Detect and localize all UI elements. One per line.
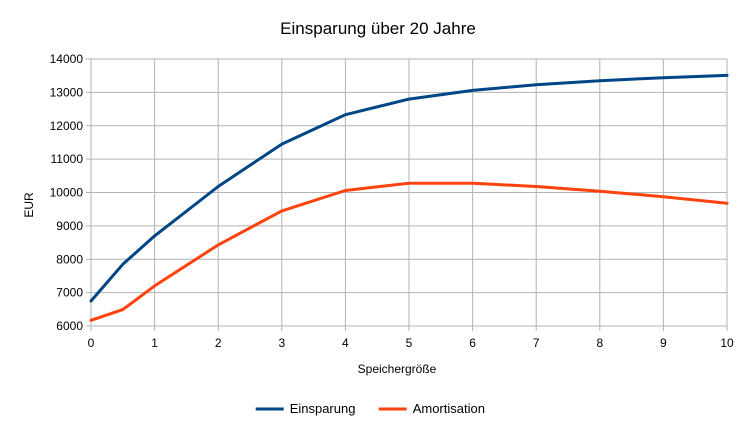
x-axis-ticks: 0 1 2 3 4 5 6 7 8 9 10: [88, 326, 734, 350]
legend: Einsparung Amortisation: [255, 401, 485, 416]
chart-title: Einsparung über 20 Jahre: [280, 19, 476, 38]
x-tick-label: 10: [720, 336, 734, 350]
x-tick-label: 2: [215, 336, 222, 350]
x-tick-label: 1: [151, 336, 158, 350]
y-tick-label: 8000: [56, 252, 83, 266]
y-tick-label: 6000: [56, 319, 83, 333]
series-lines: [89, 73, 729, 322]
legend-item-amortisation: Amortisation: [378, 401, 485, 416]
y-tick-label: 9000: [56, 219, 83, 233]
y-tick-label: 14000: [50, 52, 84, 66]
legend-item-einsparung: Einsparung: [255, 401, 356, 416]
x-tick-label: 7: [533, 336, 540, 350]
y-tick-label: 13000: [50, 85, 84, 99]
x-tick-label: 6: [469, 336, 476, 350]
y-axis-label: EUR: [22, 192, 36, 218]
x-tick-label: 5: [406, 336, 413, 350]
y-tick-label: 10000: [50, 186, 84, 200]
y-axis-ticks: 6000 7000 8000 9000 10000 11000 12000 13000 1400…: [50, 52, 91, 333]
y-tick-label: 7000: [56, 286, 83, 300]
x-tick-label: 3: [278, 336, 285, 350]
x-tick-label: 0: [88, 336, 95, 350]
x-tick-label: 8: [596, 336, 603, 350]
legend-label: Einsparung: [290, 401, 356, 416]
x-tick-label: 9: [660, 336, 667, 350]
y-tick-label: 12000: [50, 119, 84, 133]
legend-label: Amortisation: [413, 401, 485, 416]
series-line-einsparung: [89, 73, 729, 303]
x-tick-label: 4: [342, 336, 349, 350]
series-line-amortisation: [89, 181, 729, 322]
y-tick-label: 11000: [51, 152, 84, 166]
x-axis-label: Speichergröße: [358, 362, 437, 376]
